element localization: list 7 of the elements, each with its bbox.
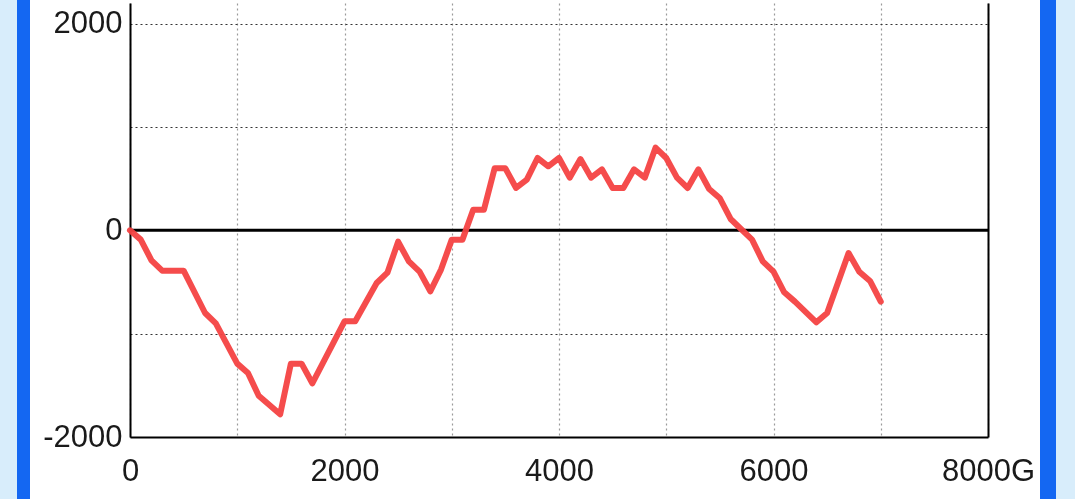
x-tick-label: 8000G	[941, 452, 1036, 488]
x-tick-label: 2000	[310, 452, 380, 488]
y-tick-label: -2000	[43, 418, 123, 454]
x-tick-label: 6000	[739, 452, 809, 488]
x-tick-label: 4000	[525, 452, 594, 488]
y-tick-label: 0	[105, 211, 123, 247]
y-tick-label: 2000	[53, 5, 123, 41]
